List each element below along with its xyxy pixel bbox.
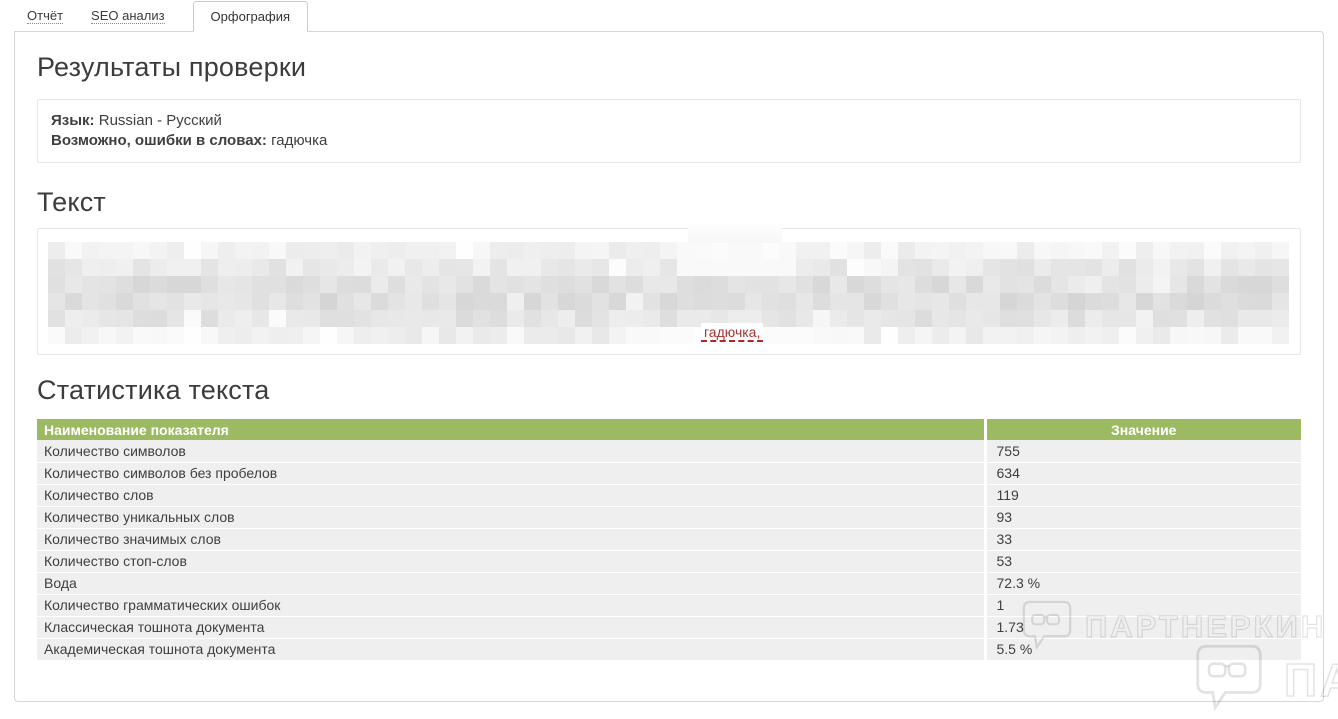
possible-errors-value: гадючка bbox=[271, 132, 328, 149]
possible-errors-line: Возможно, ошибки в словах: гадючка bbox=[51, 131, 1287, 151]
language-label: Язык: bbox=[51, 112, 95, 129]
metric-value: 1.73 bbox=[985, 616, 1301, 639]
misspelled-word[interactable]: гадючка, bbox=[701, 323, 764, 342]
metric-name: Количество грамматических ошибок bbox=[37, 594, 987, 617]
table-row: Вода 72.3 % bbox=[37, 572, 1301, 595]
metric-value: 93 bbox=[985, 506, 1301, 529]
table-row: Академическая тошнота документа 5.5 % bbox=[37, 638, 1301, 661]
metric-value: 5.5 % bbox=[985, 638, 1301, 661]
content-panel: Результаты проверки Язык: Russian - Русс… bbox=[14, 31, 1324, 702]
metric-value: 53 bbox=[985, 550, 1301, 573]
tab-spelling[interactable]: Орфография bbox=[192, 1, 309, 32]
tab-seo-analysis[interactable]: SEO анализ bbox=[91, 8, 165, 24]
table-row: Количество символов без пробелов 634 bbox=[37, 462, 1301, 485]
text-section-title: Текст bbox=[37, 187, 106, 217]
metric-name: Количество стоп-слов bbox=[37, 550, 987, 573]
blur-highlight-patch bbox=[688, 221, 782, 243]
language-value: Russian - Русский bbox=[98, 112, 222, 129]
metric-name: Количество значимых слов bbox=[37, 528, 987, 551]
metric-name: Количество уникальных слов bbox=[37, 506, 987, 529]
metric-value: 1 bbox=[985, 594, 1301, 617]
metric-value: 634 bbox=[985, 462, 1301, 485]
table-row: Количество грамматических ошибок 1 bbox=[37, 594, 1301, 617]
stats-section-title: Статистика текста bbox=[37, 375, 270, 405]
metric-value: 755 bbox=[985, 440, 1301, 463]
possible-errors-label: Возможно, ошибки в словах: bbox=[51, 132, 267, 149]
checked-text-box: гадючка, bbox=[37, 221, 1301, 355]
table-row: Количество слов 119 bbox=[37, 484, 1301, 507]
metric-name: Вода bbox=[37, 572, 987, 595]
check-summary-box: Язык: Russian - Русский Возможно, ошибки… bbox=[37, 99, 1301, 163]
metric-value: 119 bbox=[985, 484, 1301, 507]
metric-name: Количество символов без пробелов bbox=[37, 462, 987, 485]
metric-value: 72.3 % bbox=[985, 572, 1301, 595]
language-line: Язык: Russian - Русский bbox=[51, 111, 1287, 131]
table-row: Количество уникальных слов 93 bbox=[37, 506, 1301, 529]
blurred-text-block bbox=[48, 242, 1289, 344]
table-row: Классическая тошнота документа 1.73 bbox=[37, 616, 1301, 639]
stats-table-header-row: Наименование показателя Значение bbox=[37, 419, 1301, 440]
metric-name: Классическая тошнота документа bbox=[37, 616, 987, 639]
metric-name: Количество символов bbox=[37, 440, 987, 463]
column-header-value: Значение bbox=[985, 419, 1301, 440]
metric-name: Количество слов bbox=[37, 484, 987, 507]
table-row: Количество значимых слов 33 bbox=[37, 528, 1301, 551]
tab-bar: Отчёт SEO анализ Орфография bbox=[0, 0, 1338, 32]
table-row: Количество стоп-слов 53 bbox=[37, 550, 1301, 573]
metric-value: 33 bbox=[985, 528, 1301, 551]
metric-name: Академическая тошнота документа bbox=[37, 638, 987, 661]
tab-report[interactable]: Отчёт bbox=[27, 8, 64, 24]
table-row: Количество символов 755 bbox=[37, 440, 1301, 463]
stats-table: Наименование показателя Значение Количес… bbox=[37, 419, 1301, 661]
page-title: Результаты проверки bbox=[37, 52, 307, 82]
column-header-metric: Наименование показателя bbox=[37, 419, 987, 440]
